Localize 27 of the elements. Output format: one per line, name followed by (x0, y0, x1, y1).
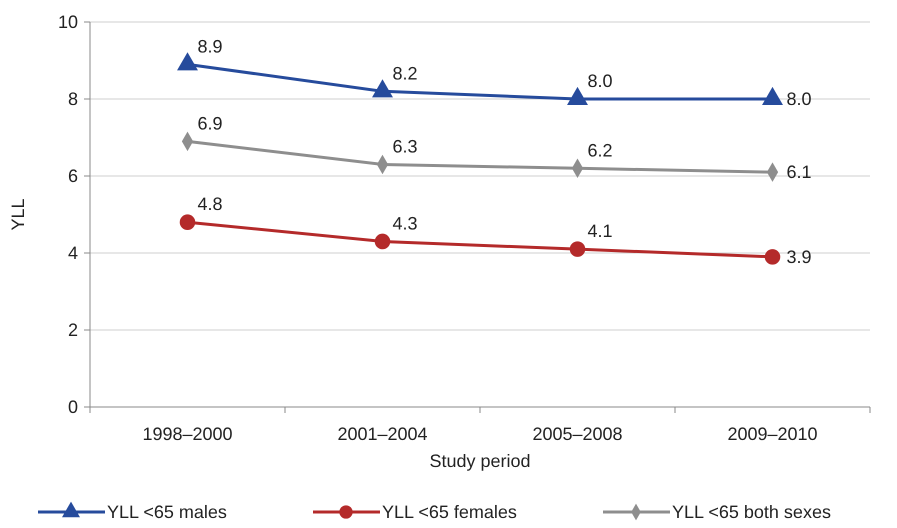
data-label: 4.8 (198, 194, 223, 214)
x-tick-label: 2005–2008 (532, 424, 623, 444)
y-tick-label: 10 (58, 12, 78, 32)
y-tick-label: 4 (68, 243, 78, 263)
data-label: 6.2 (588, 140, 613, 160)
y-tick-label: 6 (68, 166, 78, 186)
x-tick-label: 1998–2000 (142, 424, 233, 444)
data-label: 6.9 (198, 113, 223, 134)
data-label: 4.3 (392, 213, 418, 234)
data-label: 6.3 (392, 136, 418, 156)
data-label: 8.0 (786, 89, 812, 109)
y-axis-title: YLL (8, 198, 28, 231)
data-label: 8.2 (392, 63, 418, 84)
x-axis-title: Study period (429, 451, 531, 471)
x-tick-label: 2001–2004 (337, 424, 428, 444)
y-tick-label: 2 (68, 320, 78, 340)
data-label: 4.1 (588, 221, 613, 242)
data-label: 3.9 (786, 246, 812, 267)
data-label: 8.0 (588, 71, 613, 91)
y-tick-label: 0 (68, 397, 78, 417)
legend-label: YLL <65 females (382, 502, 517, 522)
data-label: 6.1 (786, 162, 812, 182)
legend-label: YLL <65 males (107, 502, 227, 522)
legend-label: YLL <65 both sexes (672, 502, 831, 522)
data-label: 8.9 (198, 36, 223, 56)
x-tick-label: 2009–2010 (727, 424, 818, 444)
y-tick-label: 8 (68, 89, 78, 109)
